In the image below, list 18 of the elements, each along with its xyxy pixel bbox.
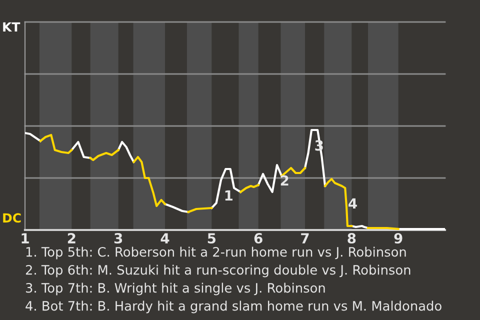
text: 1. Top 5th: C. Roberson hit a 2-run home run vs J. Robinson <box>26 246 406 260</box>
text: 2. Top 6th: M. Suzuki hit a run-scoring double vs J. Robinson <box>26 264 410 278</box>
x-tick-label: 5 <box>208 233 216 244</box>
annotation: 4 <box>348 198 357 208</box>
annotation: 1 <box>225 190 232 200</box>
x-tick-label: 6 <box>254 233 262 244</box>
text: 4. Bot 7th: B. Hardy hit a grand slam home run vs M. Maldonado <box>26 300 442 314</box>
text: KT <box>3 22 20 32</box>
x-tick-label: 2 <box>68 233 76 244</box>
x-tick-label: 9 <box>394 233 402 244</box>
x-tick-label: 1 <box>22 233 29 244</box>
x-tick-label: 4 <box>160 233 170 244</box>
text: 3. Top 7th: B. Wright hit a single vs J. Robinson <box>26 282 325 296</box>
annotation: 2 <box>280 175 288 186</box>
x-tick-label: 8 <box>348 233 356 244</box>
text: DC <box>3 213 21 223</box>
x-tick-label: 3 <box>114 233 122 244</box>
x-tick-label: 7 <box>301 233 309 244</box>
